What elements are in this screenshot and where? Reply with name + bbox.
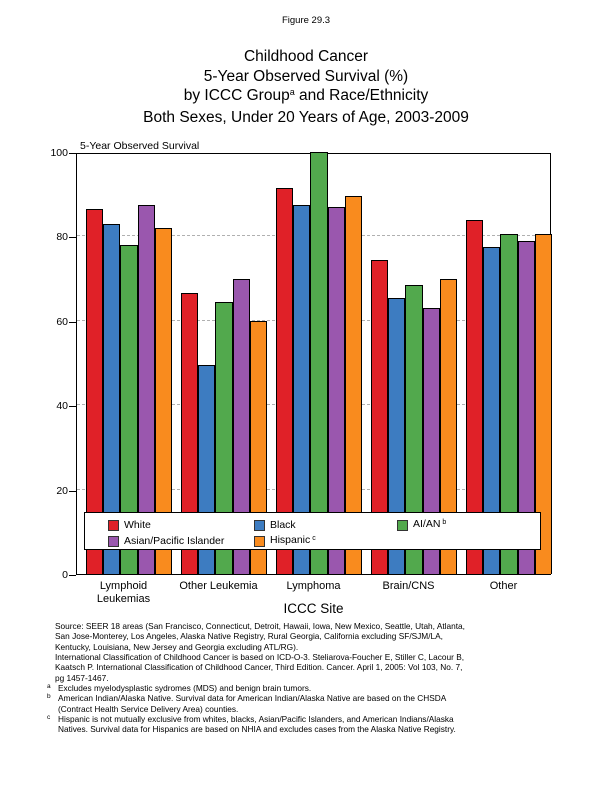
footnote-b-line-2: (Contract Health Service Delivery Area) … bbox=[58, 703, 239, 714]
bar-group-brain-cns bbox=[362, 154, 458, 574]
y-tick-100 bbox=[69, 153, 76, 154]
chart-title: Childhood Cancer 5-Year Observed Survival… bbox=[0, 47, 612, 127]
footnotes-block: Source: SEER 18 areas (San Francisco, Co… bbox=[45, 621, 590, 735]
legend-item-ai-an: AI/AN b bbox=[397, 518, 446, 532]
legend-item-white: White bbox=[108, 518, 151, 532]
y-tick-label-0: 0 bbox=[62, 569, 68, 581]
y-tick-label-100: 100 bbox=[50, 147, 68, 159]
bar-black-other bbox=[483, 246, 501, 574]
y-tick-60 bbox=[69, 321, 76, 323]
y-tick-label-60: 60 bbox=[56, 315, 68, 328]
bar-white-lymphoid bbox=[86, 208, 104, 574]
legend-swatch-asian-pacific-islander bbox=[108, 535, 119, 547]
bar-ai-an-lymphoid bbox=[120, 244, 138, 574]
bar-group-lymphoid bbox=[77, 154, 173, 574]
legend-swatch-hispanic bbox=[254, 535, 265, 547]
y-tick-0 bbox=[69, 575, 76, 576]
source-line-1: Source: SEER 18 areas (San Francisco, Co… bbox=[55, 621, 465, 631]
footnote-marker-c: c bbox=[47, 714, 51, 722]
footnote-a-line-1: a Excludes myelodysplastic sydromes (MDS)… bbox=[47, 683, 312, 694]
bar-white-other-leukemia bbox=[181, 293, 199, 574]
chart-title-line-1: Childhood Cancer bbox=[243, 48, 369, 65]
bar-ai-an-brain-cns bbox=[405, 284, 423, 574]
bar-group-lymphoma bbox=[267, 152, 363, 574]
bar-asian-pacific-islander-lymphoma bbox=[327, 206, 345, 574]
chart-title-line-4: Both Sexes, Under 20 Years of Age, 2003-… bbox=[143, 108, 469, 126]
plot-area: White Black AI/AN b Asian/Pacific Islander H… bbox=[76, 152, 553, 575]
x-category-label-other: Other bbox=[489, 580, 518, 592]
y-tick-label-40: 40 bbox=[56, 400, 68, 413]
legend-label-white: White bbox=[124, 519, 151, 531]
chart-title-line-2: 5-Year Observed Survival (%) bbox=[203, 67, 409, 85]
legend-box: White Black AI/AN b Asian/Pacific Islander H… bbox=[84, 512, 541, 550]
bar-asian-pacific-islander-brain-cns bbox=[422, 308, 440, 574]
y-tick-40 bbox=[69, 406, 76, 408]
bar-white-brain-cns bbox=[371, 259, 389, 574]
footnote-c-line-1: c Hispanic is not mutually exclusive from… bbox=[47, 714, 454, 725]
figure-number-label: Figure 29.3 bbox=[281, 15, 331, 26]
legend-superscript: b bbox=[440, 519, 447, 526]
y-tick-label-20: 20 bbox=[56, 484, 68, 497]
bar-hispanic-brain-cns bbox=[439, 278, 458, 574]
title-superscript: a bbox=[289, 87, 295, 97]
legend-swatch-white bbox=[108, 519, 119, 531]
bars-layer bbox=[77, 152, 553, 574]
legend-superscript: c bbox=[310, 535, 316, 542]
y-tick-80 bbox=[69, 237, 76, 239]
y-axis-header-label: 5-Year Observed Survival bbox=[80, 140, 200, 152]
bar-black-brain-cns bbox=[388, 297, 406, 574]
bar-asian-pacific-islander-other-leukemia bbox=[232, 278, 250, 574]
bar-hispanic-lymphoma bbox=[344, 196, 363, 574]
y-tick-label-80: 80 bbox=[56, 231, 68, 244]
source-line-3: Kentucky, Louisiana, New Jersey and Geor… bbox=[55, 641, 299, 652]
bar-ai-an-lymphoma bbox=[310, 152, 328, 574]
source-line-6: pg 1457-1467. bbox=[55, 672, 109, 683]
x-axis-category-labels: Lymphoid Leukemias Other Leukemia Lymphoma… bbox=[76, 580, 551, 606]
bar-hispanic-other-leukemia bbox=[249, 320, 268, 574]
bar-ai-an-other-leukemia bbox=[215, 301, 233, 574]
x-category-label-brain-cns: Brain/CNS bbox=[382, 580, 435, 592]
bar-hispanic-other bbox=[534, 234, 553, 574]
bar-white-lymphoma bbox=[276, 187, 294, 574]
legend-label-asian-pacific-islander: Asian/Pacific Islander bbox=[124, 535, 225, 547]
source-line-2: San Jose-Monterey, Los Angeles, Alaska N… bbox=[55, 631, 443, 642]
legend-item-asian-pacific-islander: Asian/Pacific Islander bbox=[108, 534, 224, 548]
source-line-5: Kaatsch P. International Classification … bbox=[55, 662, 463, 673]
legend-label-hispanic: Hispanic c bbox=[270, 534, 316, 546]
legend-item-hispanic: Hispanic c bbox=[254, 534, 316, 548]
legend-swatch-black bbox=[254, 519, 265, 531]
legend-label-black: Black bbox=[270, 519, 296, 531]
x-axis-title: ICCC Site bbox=[283, 601, 344, 616]
bar-ai-an-other bbox=[500, 234, 518, 574]
bar-black-lymphoid bbox=[103, 223, 121, 574]
chart-title-line-3: by ICCC Groupa and Race/Ethnicity bbox=[183, 87, 429, 104]
footnote-marker-b: b bbox=[47, 693, 51, 701]
bar-group-other bbox=[457, 154, 553, 574]
bar-group-other-leukemia bbox=[172, 154, 268, 574]
x-category-label-lymphoma: Lymphoma bbox=[286, 580, 341, 592]
bar-hispanic-lymphoid bbox=[154, 227, 173, 574]
legend-item-black: Black bbox=[254, 518, 296, 532]
bar-white-other bbox=[466, 219, 484, 574]
bar-asian-pacific-islander-lymphoid bbox=[137, 204, 155, 574]
legend-label-ai-an: AI/AN b bbox=[413, 518, 447, 530]
bar-black-lymphoma bbox=[293, 204, 311, 574]
bar-asian-pacific-islander-other bbox=[517, 240, 535, 574]
footnote-c-line-2: Natives. Survival data for Hispanics are… bbox=[58, 724, 456, 735]
footnote-marker-a: a bbox=[47, 683, 51, 691]
y-tick-20 bbox=[69, 490, 76, 492]
legend-swatch-ai-an bbox=[397, 519, 408, 531]
source-line-4: International Classification of Childhoo… bbox=[55, 652, 465, 663]
x-category-label-other-leukemia: Other Leukemia bbox=[179, 580, 258, 592]
x-category-label-lymphoid: Lymphoid Leukemias bbox=[96, 580, 151, 605]
footnote-b-line-1: b American Indian/Alaska Native. Survival… bbox=[47, 693, 447, 704]
